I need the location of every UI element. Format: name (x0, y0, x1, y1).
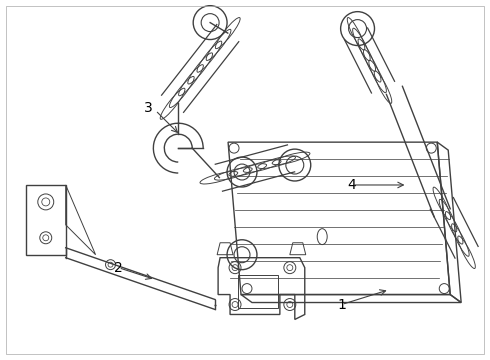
Text: 2: 2 (114, 261, 123, 275)
Text: 3: 3 (144, 101, 153, 115)
Text: 1: 1 (337, 297, 346, 311)
Text: 4: 4 (347, 178, 356, 192)
